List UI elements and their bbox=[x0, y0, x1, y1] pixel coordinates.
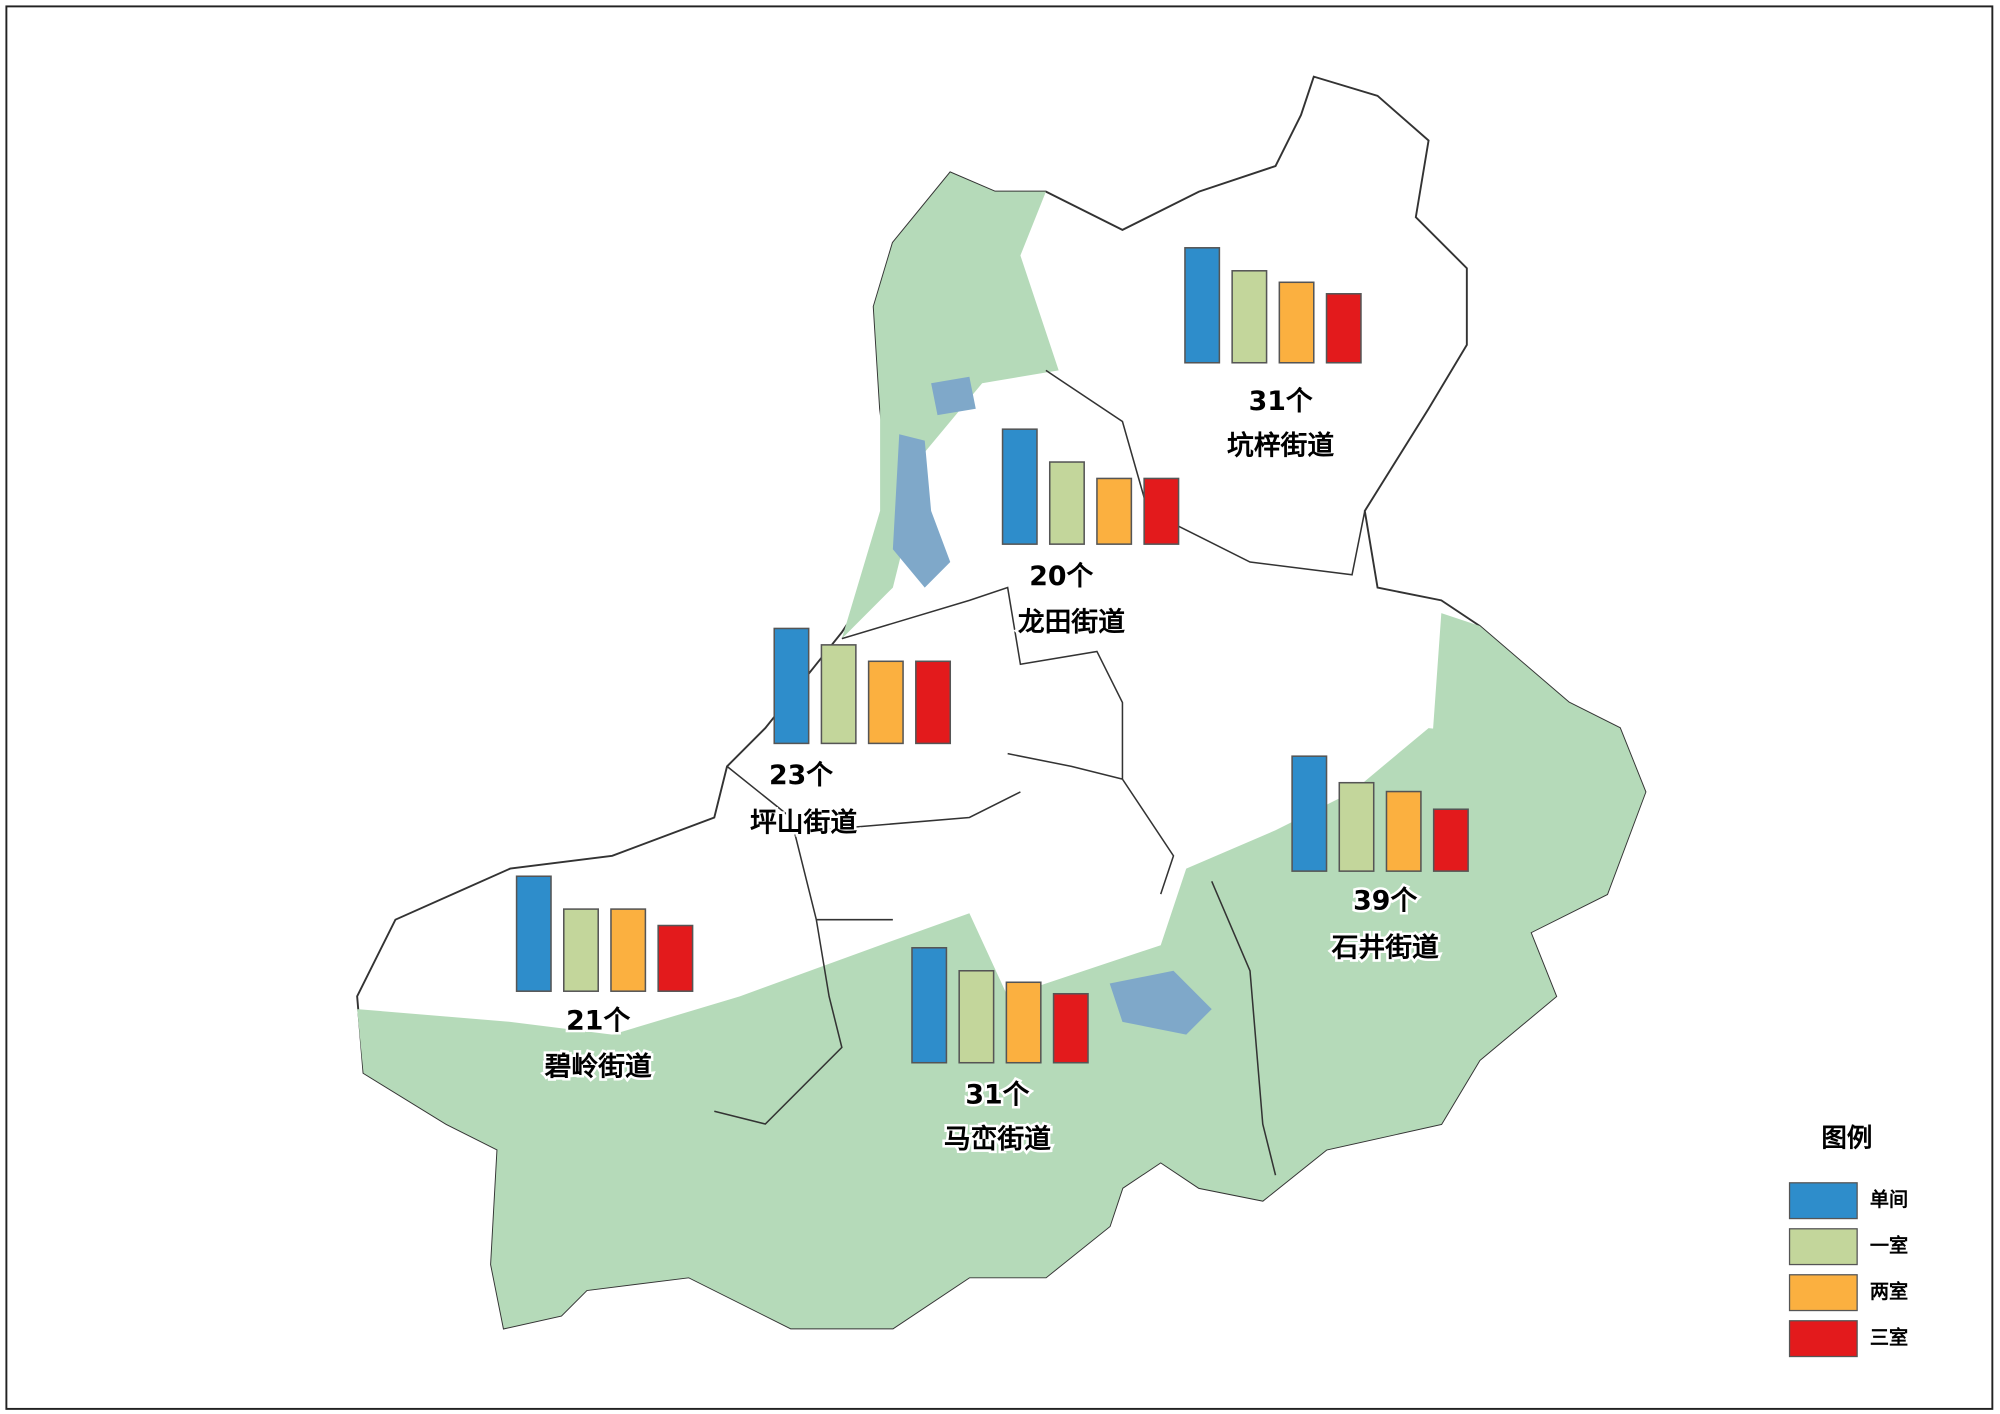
bar bbox=[958, 970, 995, 1064]
legend-swatch bbox=[1788, 1228, 1858, 1266]
bar bbox=[563, 908, 599, 992]
bar bbox=[1338, 781, 1375, 872]
district-name: 坑梓街道 bbox=[1227, 430, 1334, 462]
bar bbox=[1278, 281, 1315, 364]
bar bbox=[1143, 477, 1180, 545]
district-name: 龙田街道 bbox=[1018, 606, 1125, 638]
district-borders bbox=[714, 369, 1366, 1176]
count-label: 21个 bbox=[566, 1005, 630, 1036]
legend-label: 两室 bbox=[1870, 1280, 1908, 1303]
bar bbox=[1231, 270, 1268, 364]
district-name: 石井街道 bbox=[1331, 932, 1439, 964]
count-label: 31个 bbox=[1249, 386, 1313, 417]
bar bbox=[820, 644, 857, 745]
bar bbox=[1096, 477, 1133, 545]
bar bbox=[1048, 461, 1085, 545]
bar bbox=[1385, 790, 1422, 872]
bar bbox=[515, 875, 552, 992]
bar bbox=[610, 908, 647, 992]
bar bbox=[1005, 981, 1042, 1064]
count-label: 31个 bbox=[965, 1079, 1029, 1110]
count-label: 23个 bbox=[769, 760, 833, 791]
bar bbox=[657, 924, 694, 992]
bar bbox=[1052, 992, 1089, 1064]
bar bbox=[911, 947, 948, 1064]
bar bbox=[1184, 247, 1221, 364]
bar bbox=[1432, 808, 1469, 872]
water bbox=[892, 376, 1212, 1035]
bar bbox=[1325, 293, 1362, 364]
bar bbox=[1291, 755, 1328, 872]
district-name: 碧岭街道 bbox=[544, 1050, 652, 1082]
bar bbox=[867, 660, 904, 745]
legend-title: 图例 bbox=[1821, 1123, 1872, 1153]
bar bbox=[915, 660, 952, 745]
district-name: 马峦街道 bbox=[944, 1123, 1051, 1155]
bar bbox=[1001, 428, 1038, 545]
district-name: 坪山街道 bbox=[750, 806, 857, 838]
legend-label: 一室 bbox=[1870, 1234, 1908, 1257]
legend-label: 单间 bbox=[1870, 1188, 1908, 1211]
legend-swatch bbox=[1788, 1182, 1858, 1220]
bar bbox=[773, 627, 810, 745]
green-area-south bbox=[357, 613, 1646, 1329]
legend-swatch bbox=[1788, 1320, 1858, 1358]
bar-charts: 31个坑梓街道20个龙田街道23个坪山街道21个碧岭街道31个马峦街道39个石井… bbox=[515, 247, 1469, 1158]
legend-label: 三室 bbox=[1870, 1326, 1908, 1349]
count-label: 39个 bbox=[1353, 885, 1417, 916]
legend-swatch bbox=[1788, 1274, 1858, 1312]
count-label: 20个 bbox=[1029, 561, 1093, 592]
